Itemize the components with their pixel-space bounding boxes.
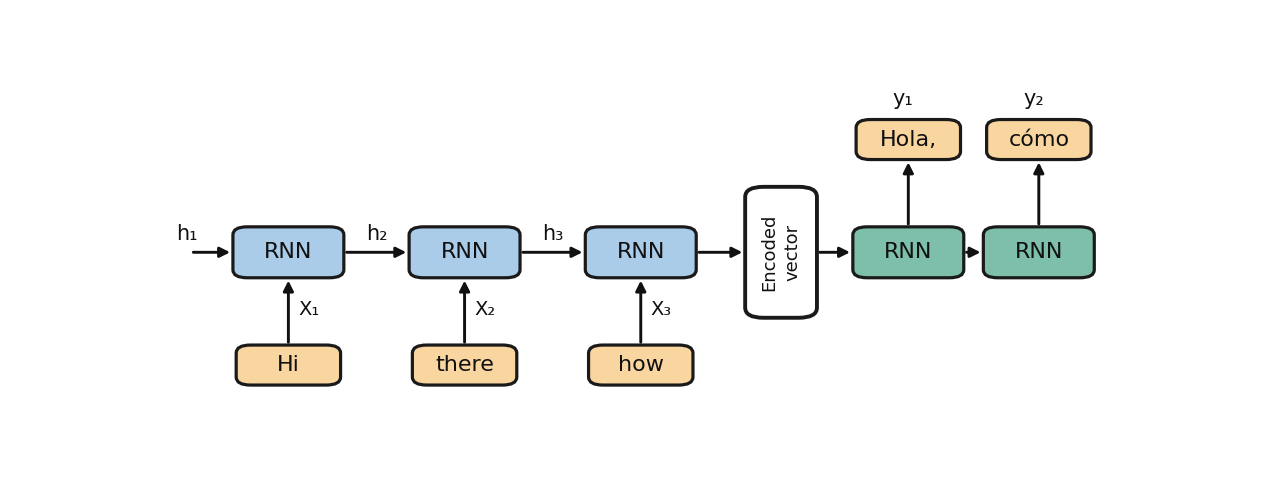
FancyBboxPatch shape bbox=[412, 345, 517, 385]
FancyBboxPatch shape bbox=[232, 227, 344, 278]
FancyBboxPatch shape bbox=[589, 345, 693, 385]
Text: X₂: X₂ bbox=[475, 300, 495, 319]
Text: RNN: RNN bbox=[264, 243, 312, 262]
Text: RNN: RNN bbox=[884, 243, 932, 262]
Text: X₃: X₃ bbox=[650, 300, 672, 319]
Text: h₂: h₂ bbox=[366, 224, 388, 245]
Text: Encoded
vector: Encoded vector bbox=[760, 214, 802, 291]
Text: RNN: RNN bbox=[1014, 243, 1063, 262]
Text: y₂: y₂ bbox=[1023, 89, 1045, 109]
FancyBboxPatch shape bbox=[585, 227, 696, 278]
Text: X₁: X₁ bbox=[298, 300, 320, 319]
Text: how: how bbox=[618, 355, 664, 375]
FancyBboxPatch shape bbox=[745, 187, 817, 318]
Text: RNN: RNN bbox=[441, 243, 489, 262]
Text: Hola,: Hola, bbox=[880, 129, 937, 149]
FancyBboxPatch shape bbox=[409, 227, 520, 278]
Text: cómo: cómo bbox=[1008, 129, 1070, 149]
Text: h₁: h₁ bbox=[177, 224, 198, 245]
FancyBboxPatch shape bbox=[984, 227, 1094, 278]
FancyBboxPatch shape bbox=[986, 120, 1091, 160]
Text: y₁: y₁ bbox=[893, 89, 913, 109]
FancyBboxPatch shape bbox=[853, 227, 964, 278]
Text: RNN: RNN bbox=[616, 243, 664, 262]
Text: Hi: Hi bbox=[277, 355, 299, 375]
Text: h₃: h₃ bbox=[542, 224, 563, 245]
Text: there: there bbox=[436, 355, 494, 375]
FancyBboxPatch shape bbox=[856, 120, 960, 160]
FancyBboxPatch shape bbox=[236, 345, 341, 385]
